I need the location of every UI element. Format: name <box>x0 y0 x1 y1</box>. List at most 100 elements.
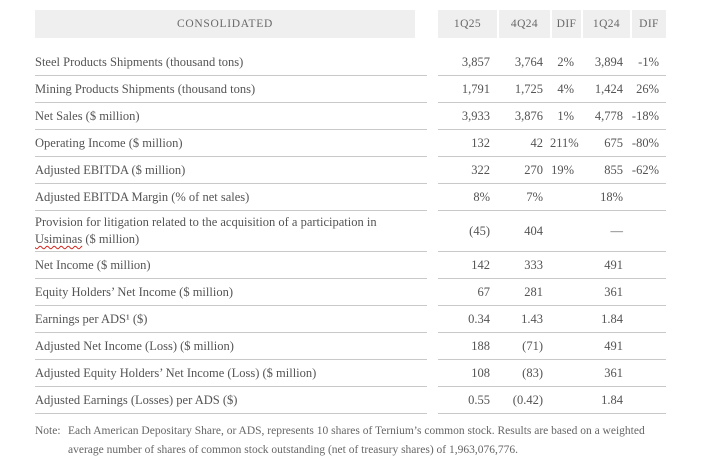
misspelled-word: Usiminas <box>35 232 83 246</box>
cell-value: 675 <box>604 135 623 150</box>
cell-value: 1.43 <box>521 311 543 326</box>
footnote: Note: Each American Depositary Share, or… <box>35 422 666 460</box>
table-row: Net Income ($ million) 142 333 491 <box>35 252 666 279</box>
column-header: 1Q25 <box>438 10 497 38</box>
cell-value: 8% <box>473 189 490 204</box>
cell-value: 3,894 <box>594 54 623 69</box>
cell-value: 19% <box>551 162 574 177</box>
cell-value: (71) <box>522 338 543 353</box>
row-values: 0.34 1.43 1.84 <box>438 306 666 333</box>
cell-value: 1.84 <box>601 311 623 326</box>
row-label: Steel Products Shipments (thousand tons) <box>35 49 427 76</box>
table-row: Adjusted Net Income (Loss) ($ million) 18… <box>35 333 666 360</box>
cell-value: 0.55 <box>468 392 490 407</box>
column-header: DIF <box>550 10 581 38</box>
row-label: Equity Holders’ Net Income ($ million) <box>35 279 427 306</box>
column-gap <box>427 130 438 157</box>
table-row: Earnings per ADS¹ ($) 0.34 1.43 1.84 <box>35 306 666 333</box>
row-label: Operating Income ($ million) <box>35 130 427 157</box>
row-values: 3,933 3,876 1% 4,778 -18% <box>438 103 666 130</box>
cell-value: -1% <box>638 54 659 69</box>
cell-value: 0.34 <box>468 311 490 326</box>
column-gap <box>427 76 438 103</box>
column-header: 1Q24 <box>581 10 630 38</box>
cell-value: (0.42) <box>512 392 543 407</box>
footnote-text: Each American Depositary Share, or ADS, … <box>68 425 645 456</box>
cell-value: 1,725 <box>514 81 543 96</box>
row-label: Adjusted EBITDA ($ million) <box>35 157 427 184</box>
consolidated-header-cell: CONSOLIDATED <box>35 10 415 38</box>
column-gap <box>427 360 438 387</box>
table-row: Provision for litigation related to the … <box>35 211 666 252</box>
cell-value: (45) <box>469 223 490 238</box>
cell-value: 188 <box>471 338 490 353</box>
column-gap <box>427 387 438 414</box>
row-label: Net Sales ($ million) <box>35 103 427 130</box>
column-gap <box>427 184 438 211</box>
column-gap <box>427 103 438 130</box>
cell-value: 26% <box>636 81 659 96</box>
row-label: Adjusted Net Income (Loss) ($ million) <box>35 333 427 360</box>
table-header-row: CONSOLIDATED 1Q25 4Q24 DIF 1Q24 DIF <box>35 10 666 38</box>
cell-value: -62% <box>631 162 659 177</box>
column-header: 4Q24 <box>497 10 550 38</box>
cell-value: 361 <box>604 365 623 380</box>
cell-value: 404 <box>524 223 543 238</box>
column-gap <box>427 252 438 279</box>
cell-value: 7% <box>526 189 543 204</box>
table-row: Mining Products Shipments (thousand tons… <box>35 76 666 103</box>
column-gap <box>427 306 438 333</box>
row-label: Net Income ($ million) <box>35 252 427 279</box>
row-label: Adjusted Earnings (Losses) per ADS ($) <box>35 387 427 414</box>
row-label: Earnings per ADS¹ ($) <box>35 306 427 333</box>
cell-value: 3,764 <box>514 54 543 69</box>
results-table-page: CONSOLIDATED 1Q25 4Q24 DIF 1Q24 DIF Steel Pr… <box>35 10 666 460</box>
row-label: Adjusted EBITDA Margin (% of net sales) <box>35 184 427 211</box>
table-row: Adjusted EBITDA ($ million) 322 270 19% 855-… <box>35 157 666 184</box>
cell-value: 67 <box>477 284 491 299</box>
row-values: 3,857 3,764 2% 3,894 -1% <box>438 49 666 76</box>
cell-value: 108 <box>471 365 490 380</box>
cell-value: 142 <box>471 257 490 272</box>
row-values: (45) 404 — <box>438 211 666 252</box>
cell-value: 4,778 <box>594 108 623 123</box>
column-gap <box>427 211 438 252</box>
cell-value: 491 <box>604 257 623 272</box>
table-row: Steel Products Shipments (thousand tons)… <box>35 49 666 76</box>
cell-value: 18% <box>600 189 623 204</box>
cell-value: 361 <box>604 284 623 299</box>
row-label: Mining Products Shipments (thousand tons… <box>35 76 427 103</box>
cell-value: 1,791 <box>461 81 490 96</box>
table-row: Equity Holders’ Net Income ($ million) 67… <box>35 279 666 306</box>
footnote-label: Note: <box>35 425 61 437</box>
column-gap <box>427 157 438 184</box>
cell-value: 855 <box>604 162 623 177</box>
table-row: Operating Income ($ million) 132 42 211% 675… <box>35 130 666 157</box>
row-values: 1,791 1,725 4% 1,424 26% <box>438 76 666 103</box>
cell-value: (83) <box>522 365 543 380</box>
cell-value: -18% <box>631 108 659 123</box>
cell-value: 42 <box>530 135 544 150</box>
header-columns: 1Q25 4Q24 DIF 1Q24 DIF <box>438 10 666 38</box>
cell-value: 1% <box>557 108 574 123</box>
row-values: 67 281 361 <box>438 279 666 306</box>
cell-value: 491 <box>604 338 623 353</box>
table-body: Steel Products Shipments (thousand tons)… <box>35 49 666 414</box>
row-values: 322 270 19% 855 -62% <box>438 157 666 184</box>
cell-value: 132 <box>471 135 490 150</box>
cell-value: 322 <box>471 162 490 177</box>
row-values: 0.55 (0.42) 1.84 <box>438 387 666 414</box>
table-row: Adjusted Equity Holders’ Net Income (Los… <box>35 360 666 387</box>
row-label: Provision for litigation related to the … <box>35 211 427 252</box>
cell-value: 3,857 <box>461 54 490 69</box>
table-row: Net Sales ($ million) 3,933 3,876 1% 4,778 -1… <box>35 103 666 130</box>
column-header: DIF <box>630 10 666 38</box>
row-values: 142 333 491 <box>438 252 666 279</box>
cell-value: -80% <box>631 135 659 150</box>
cell-value: 1,424 <box>594 81 623 96</box>
table-row: Adjusted EBITDA Margin (% of net sales) 8… <box>35 184 666 211</box>
cell-value: 270 <box>524 162 543 177</box>
cell-value: 4% <box>557 81 574 96</box>
cell-value: 211% <box>550 135 579 150</box>
cell-value: — <box>610 223 624 238</box>
